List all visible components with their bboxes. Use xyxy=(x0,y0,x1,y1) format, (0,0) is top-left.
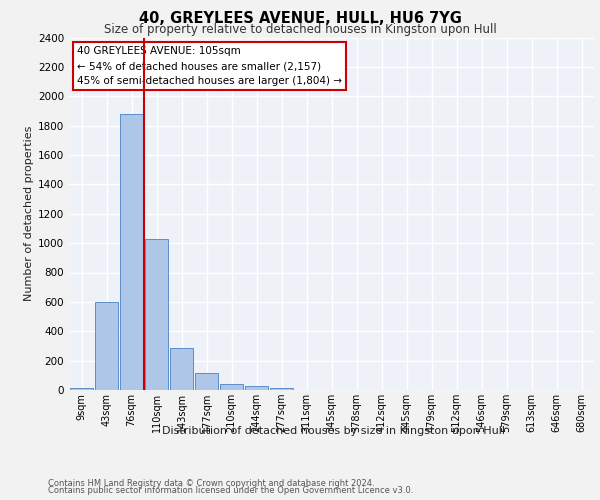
Bar xyxy=(145,238,169,390)
Bar xyxy=(70,388,94,390)
Bar xyxy=(220,384,244,390)
Text: 40, GREYLEES AVENUE, HULL, HU6 7YG: 40, GREYLEES AVENUE, HULL, HU6 7YG xyxy=(139,11,461,26)
Bar xyxy=(119,114,143,390)
Text: Distribution of detached houses by size in Kingston upon Hull: Distribution of detached houses by size … xyxy=(161,426,505,436)
Y-axis label: Number of detached properties: Number of detached properties xyxy=(24,126,34,302)
Bar xyxy=(95,302,118,390)
Text: 40 GREYLEES AVENUE: 105sqm
← 54% of detached houses are smaller (2,157)
45% of s: 40 GREYLEES AVENUE: 105sqm ← 54% of deta… xyxy=(77,46,342,86)
Bar xyxy=(269,388,293,390)
Bar xyxy=(245,386,268,390)
Text: Contains HM Land Registry data © Crown copyright and database right 2024.: Contains HM Land Registry data © Crown c… xyxy=(48,478,374,488)
Bar xyxy=(194,373,218,390)
Bar xyxy=(170,348,193,390)
Text: Size of property relative to detached houses in Kingston upon Hull: Size of property relative to detached ho… xyxy=(104,22,496,36)
Text: Contains public sector information licensed under the Open Government Licence v3: Contains public sector information licen… xyxy=(48,486,413,495)
